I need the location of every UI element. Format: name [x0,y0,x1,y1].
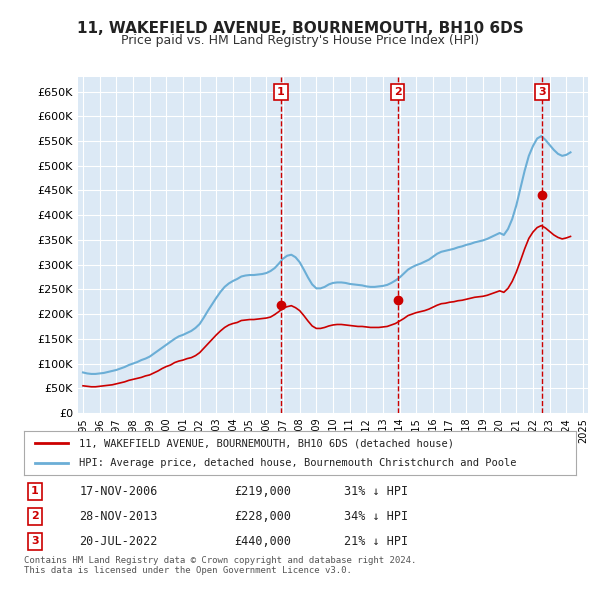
Text: 1: 1 [31,486,39,496]
Text: HPI: Average price, detached house, Bournemouth Christchurch and Poole: HPI: Average price, detached house, Bour… [79,458,517,467]
Text: £219,000: £219,000 [234,484,291,498]
Text: 3: 3 [538,87,546,97]
Text: 21% ↓ HPI: 21% ↓ HPI [344,535,408,548]
Text: £228,000: £228,000 [234,510,291,523]
Text: 17-NOV-2006: 17-NOV-2006 [79,484,158,498]
Text: 2: 2 [394,87,401,97]
Text: 2: 2 [31,512,39,521]
Text: 1: 1 [277,87,285,97]
Text: £440,000: £440,000 [234,535,291,548]
Text: 11, WAKEFIELD AVENUE, BOURNEMOUTH, BH10 6DS (detached house): 11, WAKEFIELD AVENUE, BOURNEMOUTH, BH10 … [79,438,454,448]
Text: Contains HM Land Registry data © Crown copyright and database right 2024.
This d: Contains HM Land Registry data © Crown c… [24,556,416,575]
Text: 3: 3 [31,536,39,546]
Text: Price paid vs. HM Land Registry's House Price Index (HPI): Price paid vs. HM Land Registry's House … [121,34,479,47]
Text: 34% ↓ HPI: 34% ↓ HPI [344,510,408,523]
Text: 11, WAKEFIELD AVENUE, BOURNEMOUTH, BH10 6DS: 11, WAKEFIELD AVENUE, BOURNEMOUTH, BH10 … [77,21,523,35]
Text: 20-JUL-2022: 20-JUL-2022 [79,535,158,548]
Text: 28-NOV-2013: 28-NOV-2013 [79,510,158,523]
Text: 31% ↓ HPI: 31% ↓ HPI [344,484,408,498]
